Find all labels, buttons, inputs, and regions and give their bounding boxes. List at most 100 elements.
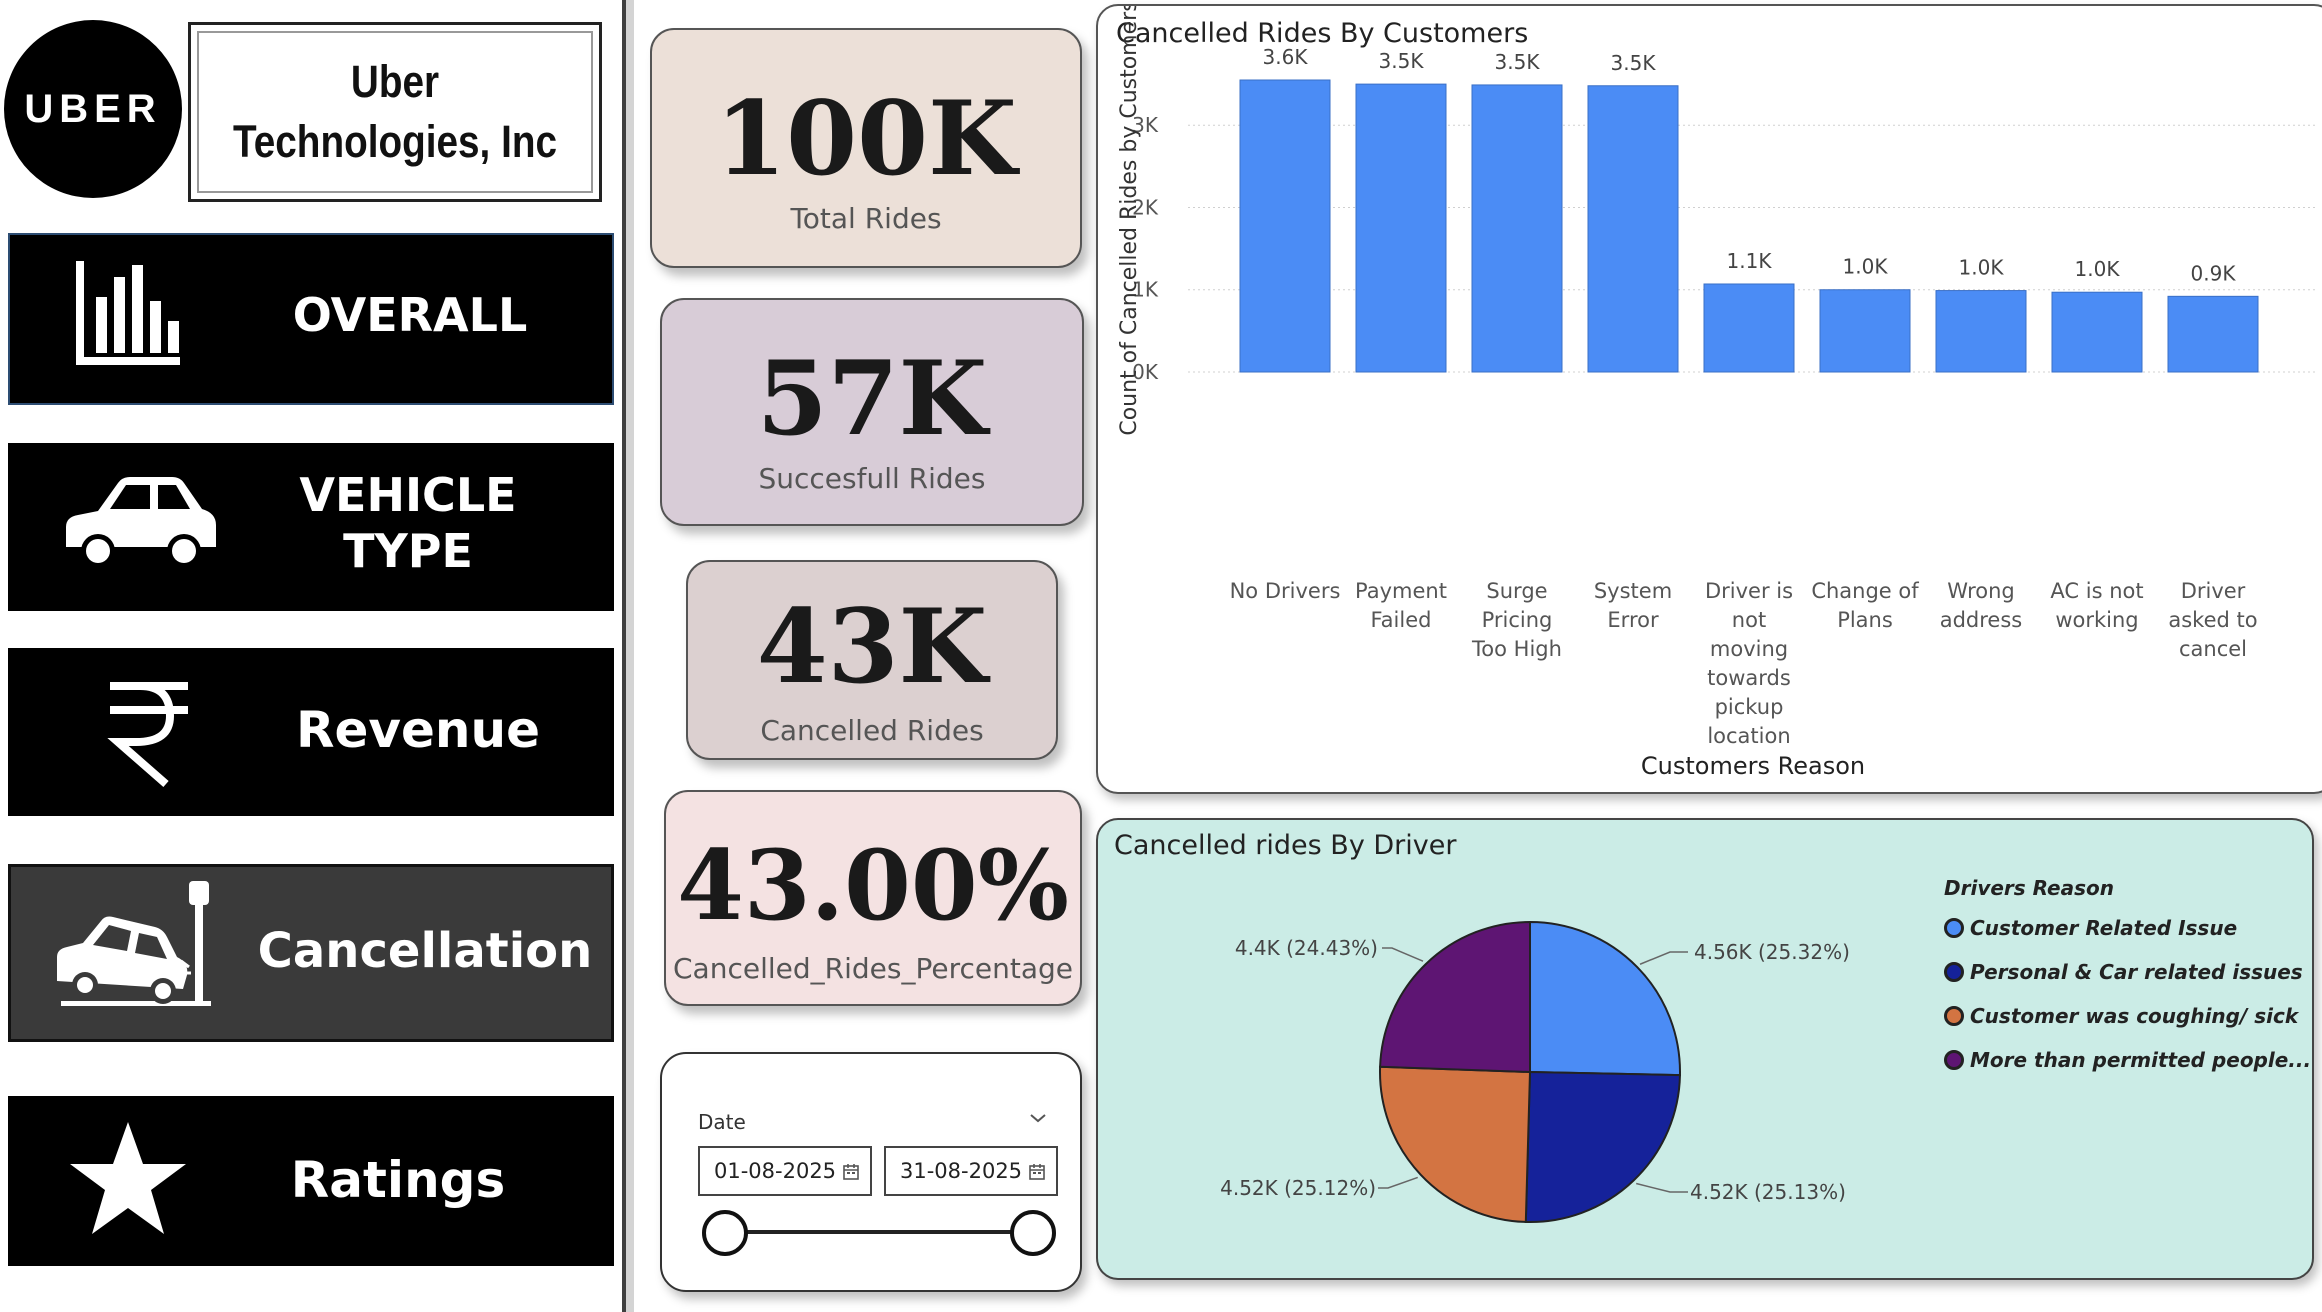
bar-chart-panel: Cancelled Rides By Customers 0K 1K 2K 3K Cou… (1096, 4, 2322, 794)
nav-label-ratings: Ratings (290, 1151, 506, 1209)
x-axis-label: Customers Reason (1641, 752, 1865, 780)
bar-data-label: 3.5K (1611, 51, 1657, 75)
leader-line (1378, 1176, 1418, 1189)
kpi-value: 57K (756, 339, 988, 459)
kpi-card-cancelled-rides: 43K Cancelled Rides (686, 560, 1058, 760)
slider-handle-start[interactable] (702, 1210, 748, 1256)
legend-item[interactable]: Personal & Car related issues (1944, 950, 2311, 994)
bar-data-label: 0.9K (2191, 261, 2237, 285)
car-crash-icon (51, 873, 231, 1013)
pie-slice[interactable] (1379, 920, 1531, 1074)
bar-data-label: 3.6K (1263, 45, 1309, 69)
kpi-card-cancelled-percentage: 43.00% Cancelled_Rides_Percentage (664, 790, 1082, 1006)
chevron-down-icon[interactable] (1026, 1106, 1050, 1130)
slice-data-label: 4.52K (25.12%) (1220, 1176, 1376, 1200)
legend-label: Personal & Car related issues (1970, 960, 2303, 984)
bar-data-label: 1.0K (2075, 257, 2121, 281)
bar-data-label: 3.5K (1379, 49, 1425, 73)
company-name-box: Uber Technologies, Inc (188, 22, 602, 202)
end-date-value: 31-08-2025 (900, 1159, 1023, 1183)
nav-label-overall: OVERALL (292, 288, 528, 342)
legend-label: Customer was coughing/ sick (1970, 1004, 2299, 1028)
legend-swatch (1944, 918, 1964, 938)
calendar-icon[interactable] (842, 1162, 860, 1180)
kpi-label: Succesfull Rides (758, 462, 986, 495)
company-name: Uber Technologies, Inc (232, 56, 557, 167)
x-tick-label: AC is not working (2050, 579, 2143, 632)
nav-button-revenue[interactable]: Revenue (8, 648, 614, 816)
x-tick-label: System Error (1594, 579, 1672, 632)
pie-slice[interactable] (1379, 1065, 1532, 1223)
bar[interactable] (1355, 83, 1447, 373)
x-tick-label: No Drivers (1230, 579, 1341, 603)
bar-data-label: 3.5K (1495, 50, 1541, 74)
date-slicer: Date 01-08-2025 31-08-2025 (660, 1052, 1082, 1292)
leader-line (1636, 1182, 1688, 1193)
bar[interactable] (1819, 289, 1911, 373)
start-date-input[interactable]: 01-08-2025 (698, 1146, 872, 1196)
bar[interactable] (1935, 290, 2027, 373)
legend-label: Customer Related Issue (1970, 916, 2238, 940)
calendar-icon[interactable] (1028, 1162, 1046, 1180)
kpi-card-successful-rides: 57K Succesfull Rides (660, 298, 1084, 526)
legend-label: More than permitted people... (1970, 1048, 2312, 1072)
leader-line (1639, 951, 1688, 965)
kpi-label: Cancelled Rides (760, 714, 984, 747)
bar[interactable] (2051, 291, 2143, 373)
slice-data-label: 4.56K (25.32%) (1694, 940, 1850, 964)
bar[interactable] (1703, 283, 1795, 373)
date-range-slider-track[interactable] (726, 1230, 1036, 1234)
bar-data-label: 1.1K (1727, 249, 1773, 273)
end-date-input[interactable]: 31-08-2025 (884, 1146, 1058, 1196)
x-tick-label: Driver asked to cancel (2168, 579, 2257, 661)
x-tick-label: Surge Pricing Too High (1471, 579, 1562, 661)
start-date-value: 01-08-2025 (714, 1159, 837, 1183)
bar-data-label: 1.0K (1843, 255, 1889, 279)
pie-chart-panel: Cancelled rides By Driver 4.56K (25.32%)… (1096, 818, 2314, 1280)
legend-item[interactable]: More than permitted people... (1944, 1038, 2311, 1082)
uber-logo: UBER (4, 20, 182, 198)
kpi-value: 43.00% (677, 829, 1069, 942)
y-axis-label: Count of Cancelled Rides by Customers (1117, 6, 1142, 436)
y-tick-label: 3K (1132, 113, 1159, 137)
y-tick-label: 2K (1132, 195, 1159, 219)
bar[interactable] (1587, 85, 1679, 373)
slice-data-label: 4.4K (24.43%) (1235, 936, 1378, 960)
y-tick-label: 1K (1132, 278, 1159, 302)
slider-handle-end[interactable] (1010, 1210, 1056, 1256)
kpi-value: 43K (756, 587, 988, 707)
nav-button-cancellation[interactable]: Cancellation (8, 864, 614, 1042)
nav-button-vehicle-type[interactable]: VEHICLE TYPE (8, 443, 614, 611)
legend-item[interactable]: Customer was coughing/ sick (1944, 994, 2311, 1038)
bar[interactable] (2167, 295, 2259, 373)
bar[interactable] (1471, 84, 1563, 373)
legend-item[interactable]: Customer Related Issue (1944, 906, 2311, 950)
legend-swatch (1944, 962, 1964, 982)
nav-label-revenue: Revenue (295, 701, 541, 759)
kpi-label: Cancelled_Rides_Percentage (673, 952, 1073, 985)
x-tick-label: Driver is not moving towards pickup location (1705, 579, 1793, 748)
nav-button-overall[interactable]: OVERALL (8, 233, 614, 405)
pie-chart-title: Cancelled rides By Driver (1114, 830, 1457, 861)
bar[interactable] (1239, 79, 1331, 373)
slicer-title: Date (698, 1110, 746, 1134)
car-icon (56, 469, 224, 579)
nav-label-vehicle-type: VEHICLE TYPE (299, 468, 517, 578)
pie-slice[interactable] (1529, 920, 1681, 1077)
pie-chart: 4.56K (25.32%) 4.52K (25.13%) 4.52K (25.12… (1220, 920, 1850, 1223)
pie-slice[interactable] (1524, 1070, 1681, 1223)
legend-swatch (1944, 1050, 1964, 1070)
x-tick-label: Change of Plans (1811, 579, 1919, 632)
nav-label-cancellation: Cancellation (257, 923, 593, 979)
slice-data-label: 4.52K (25.13%) (1690, 1180, 1846, 1204)
legend-title: Drivers Reason (1944, 876, 2114, 900)
star-icon (66, 1118, 190, 1238)
kpi-card-total-rides: 100K Total Rides (650, 28, 1082, 268)
pie-legend: Drivers Reason Customer Related Issue Pe… (1944, 876, 2311, 1082)
bar-chart-title: Cancelled Rides By Customers (1116, 18, 1529, 49)
leader-line (1382, 947, 1424, 962)
nav-button-ratings[interactable]: Ratings (8, 1096, 614, 1266)
x-tick-label: Wrong address (1940, 579, 2023, 632)
sidebar: UBER Uber Technologies, Inc OVERALL (0, 0, 632, 1312)
